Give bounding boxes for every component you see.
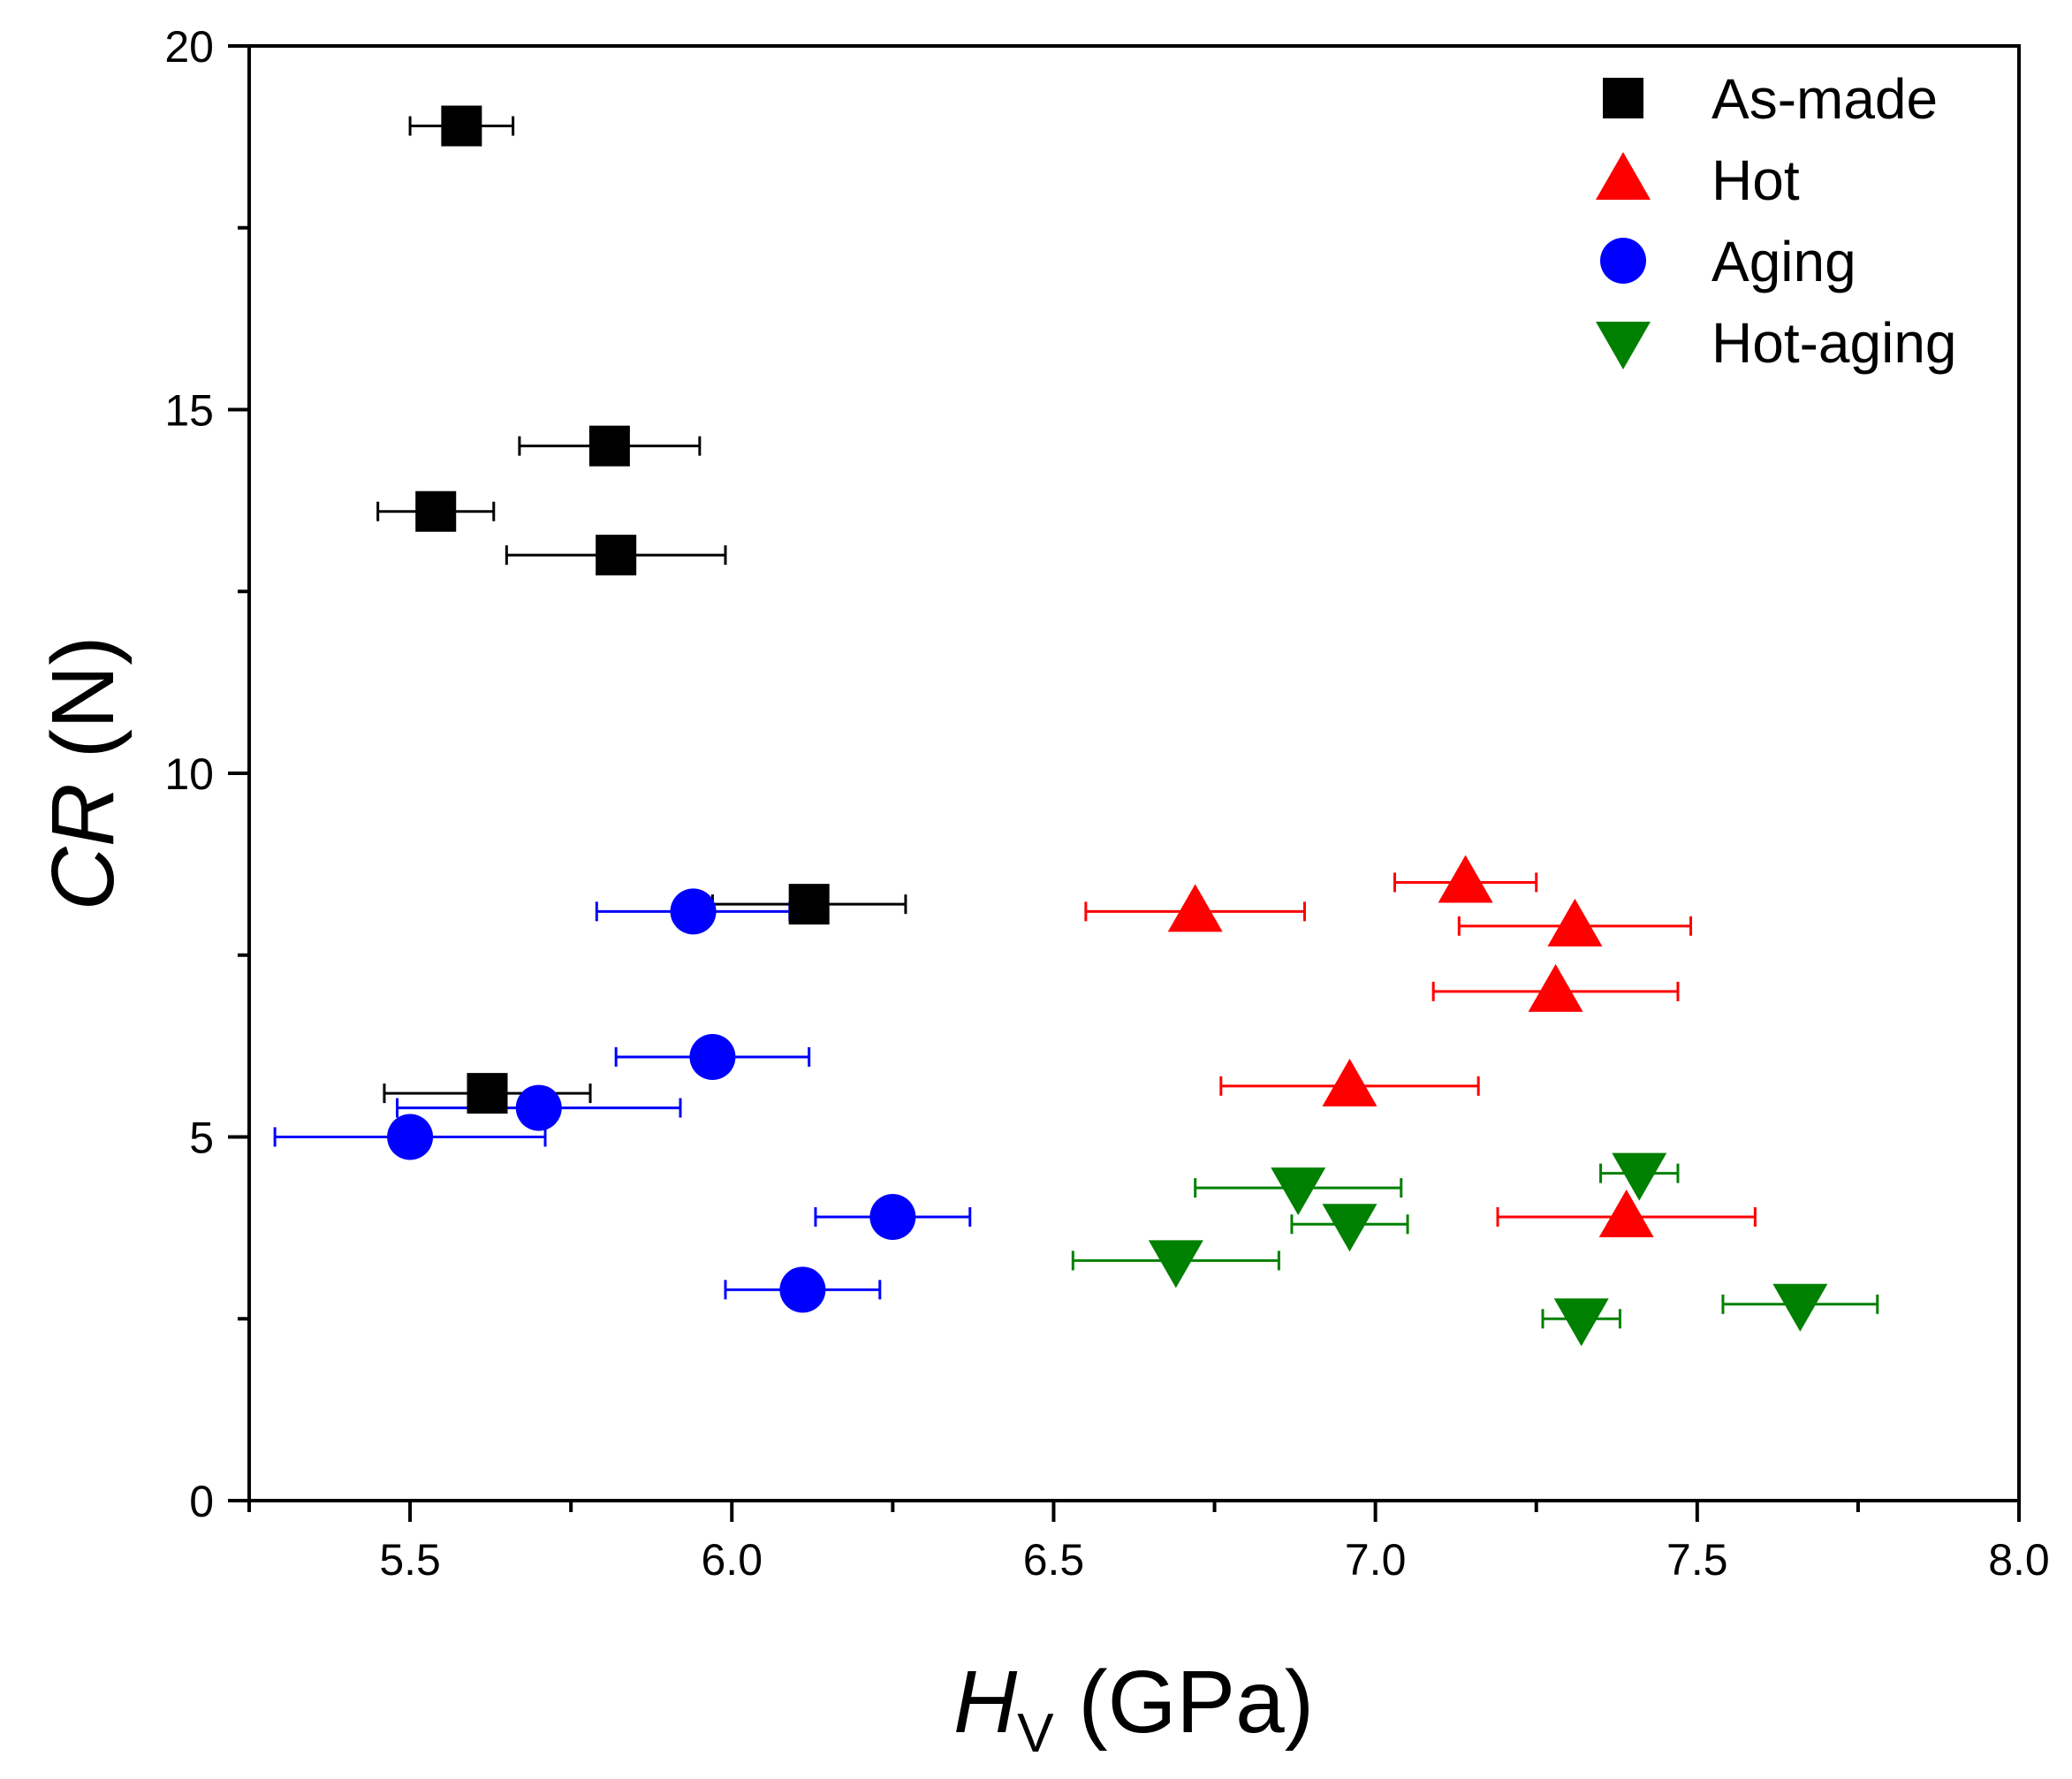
point-aging-5 <box>779 1266 826 1313</box>
point-aging-4 <box>869 1194 916 1241</box>
x-axis-title: HV (GPa) <box>953 1653 1314 1764</box>
point-as-made-3 <box>596 535 637 576</box>
point-hot-aging-4 <box>1772 1283 1828 1332</box>
point-hot-aging-5 <box>1553 1298 1609 1347</box>
y-axis-title: CR (N) <box>34 635 133 910</box>
y-axis-title-main: CR <box>34 783 133 910</box>
legend-marker-hot-aging <box>1596 322 1651 369</box>
legend-item-aging: Aging <box>1600 230 1856 293</box>
point-as-made-0 <box>441 105 482 147</box>
y-tick-label-3: 15 <box>164 386 214 436</box>
point-hot-0 <box>1438 855 1493 903</box>
y-tick-label-4: 20 <box>164 22 214 72</box>
x-tick-label-1: 6.0 <box>702 1535 763 1585</box>
point-as-made-1 <box>588 425 630 467</box>
x-axis: 5.5 6.0 6.5 7.0 7.5 8.0 <box>247 1501 2050 1585</box>
point-as-made-5 <box>467 1073 508 1114</box>
x-tick-label-2: 6.5 <box>1023 1535 1085 1585</box>
legend-label-aging: Aging <box>1711 230 1856 293</box>
y-axis-title-unit: (N) <box>34 635 133 783</box>
point-hot-aging-1 <box>1271 1167 1326 1216</box>
legend-item-as-made: As-made <box>1603 67 1938 131</box>
point-as-made-4 <box>788 884 830 925</box>
point-aging-1 <box>689 1033 736 1080</box>
legend-label-as-made: As-made <box>1711 67 1938 131</box>
point-hot-aging-2 <box>1322 1204 1378 1252</box>
x-tick-label-5: 8.0 <box>1988 1535 2050 1585</box>
point-aging-3 <box>387 1114 434 1160</box>
point-aging-2 <box>515 1084 562 1131</box>
x-axis-title-sub: V <box>1017 1703 1054 1764</box>
y-tick-label-2: 10 <box>164 749 214 799</box>
x-tick-label-3: 7.0 <box>1345 1535 1407 1585</box>
point-hot-2 <box>1547 898 1603 947</box>
legend-marker-aging <box>1600 238 1646 284</box>
point-hot-1 <box>1167 884 1223 932</box>
legend-marker-hot <box>1596 152 1651 200</box>
point-hot-3 <box>1528 963 1583 1012</box>
y-tick-label-0: 0 <box>189 1477 214 1526</box>
point-aging-0 <box>670 888 717 935</box>
x-tick-label-4: 7.5 <box>1666 1535 1728 1585</box>
legend-item-hot: Hot <box>1596 148 1800 212</box>
legend-label-hot: Hot <box>1711 148 1800 212</box>
legend-label-hot-aging: Hot-aging <box>1711 311 1957 375</box>
point-as-made-2 <box>415 490 457 532</box>
legend: As-made Hot Aging Hot-aging <box>1596 67 1957 375</box>
point-hot-4 <box>1322 1058 1378 1106</box>
legend-marker-as-made <box>1603 78 1643 118</box>
x-axis-title-unit: (GPa) <box>1054 1653 1314 1752</box>
y-axis: 0 5 10 15 20 <box>164 22 249 1526</box>
y-tick-label-1: 5 <box>189 1114 214 1163</box>
point-hot-5 <box>1598 1190 1654 1238</box>
point-hot-aging-0 <box>1612 1152 1667 1201</box>
point-hot-aging-3 <box>1148 1240 1203 1289</box>
x-axis-title-main: H <box>953 1653 1018 1752</box>
legend-item-hot-aging: Hot-aging <box>1596 311 1957 375</box>
x-tick-label-0: 5.5 <box>379 1535 441 1585</box>
data-markers <box>387 105 1828 1347</box>
